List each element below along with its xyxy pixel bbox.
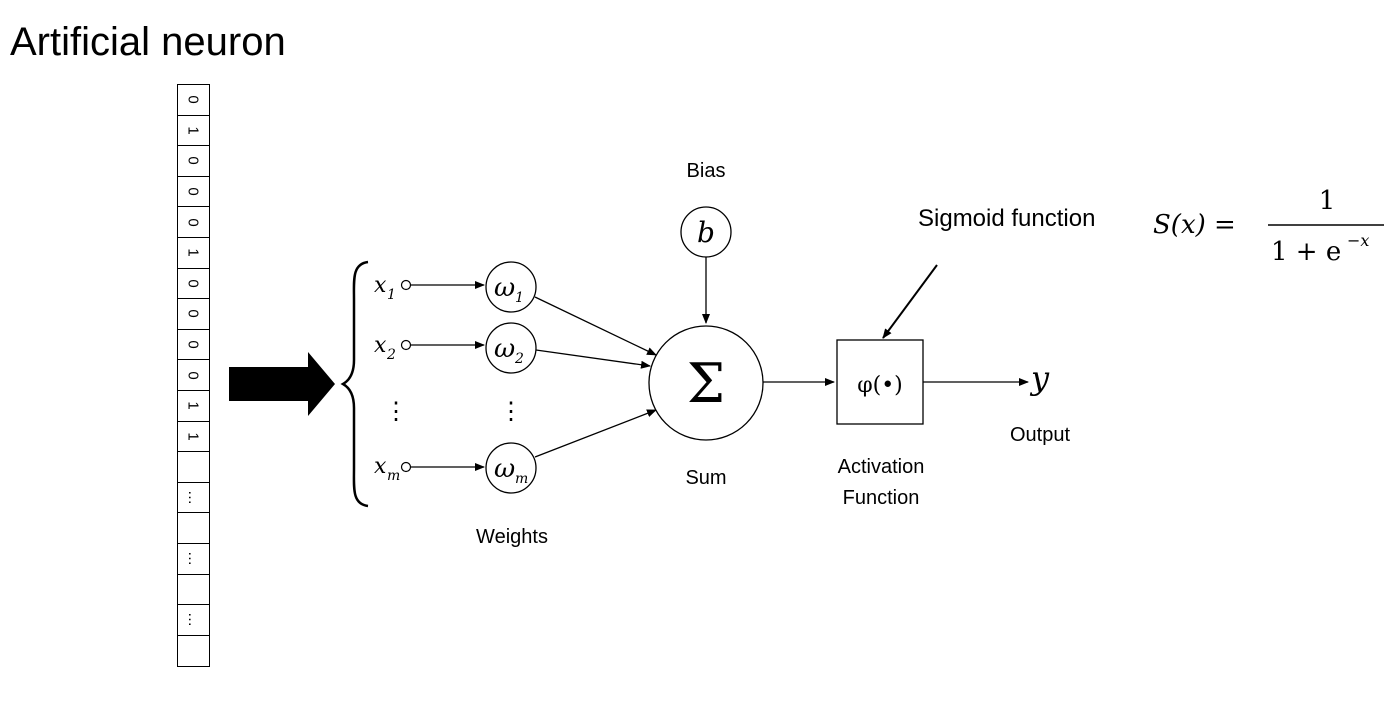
input-vector-cell: … xyxy=(178,483,209,514)
input-x2-sub: 2 xyxy=(386,347,396,363)
input-vector-cell: 0 xyxy=(178,207,209,238)
sigmoid-pointer-arrow xyxy=(882,264,938,339)
output-symbol: y xyxy=(1029,359,1050,397)
input-vector-cell: 0 xyxy=(178,299,209,330)
sigmoid-lhs: S(x) = xyxy=(1153,210,1236,240)
weight-dots: ⋮ xyxy=(499,397,523,425)
input-vector-cell: … xyxy=(178,544,209,575)
weight-node xyxy=(485,261,537,313)
slide-title: Artificial neuron xyxy=(10,20,286,64)
input-node xyxy=(400,339,412,351)
weight-w2: ω xyxy=(494,334,515,364)
activation-symbol: φ(•) xyxy=(857,373,903,398)
input-xm: x xyxy=(374,454,387,479)
input-x1-sub: 1 xyxy=(387,287,396,303)
input-vector-cell: 1 xyxy=(178,116,209,147)
activation-label-line1: Activation xyxy=(837,456,925,478)
input-vector-cell xyxy=(178,575,209,606)
input-vector-cell: 0 xyxy=(178,269,209,300)
weight-wm-sub: m xyxy=(515,471,528,487)
bias-label: Bias xyxy=(686,160,726,182)
input-vector: 0 1 0 0 0 1 0 0 0 0 1 1……… xyxy=(177,84,210,668)
sum-symbol: Σ xyxy=(687,352,725,415)
input-vector-cell: 1 xyxy=(178,391,209,422)
sigmoid-label: Sigmoid function xyxy=(918,205,1096,232)
input-vector-cell: 0 xyxy=(178,330,209,361)
sigmoid-exponent: −x xyxy=(1347,231,1369,250)
input-vector-cell xyxy=(178,513,209,544)
input-x1: x xyxy=(374,273,387,298)
weight-w2-sub: 2 xyxy=(514,351,524,367)
weight-sum-arrow xyxy=(535,349,651,369)
sum-label: Sum xyxy=(685,467,727,489)
input-vector-cell: 0 xyxy=(178,146,209,177)
input-vector-cell: 1 xyxy=(178,238,209,269)
weight-w1: ω xyxy=(494,273,515,303)
weight-node xyxy=(485,442,537,494)
input-node xyxy=(400,279,412,291)
input-node xyxy=(400,461,412,473)
weight-node xyxy=(485,322,537,374)
weight-sum-arrow xyxy=(534,296,657,356)
sigmoid-numerator: 1 xyxy=(1319,186,1336,216)
input-vector-cell: 0 xyxy=(178,85,209,116)
input-vector-cell: … xyxy=(178,605,209,636)
input-brace xyxy=(340,260,369,508)
weights-label: Weights xyxy=(476,526,548,548)
weight-w1-sub: 1 xyxy=(515,290,524,306)
input-xm-sub: m xyxy=(387,468,400,484)
sum-node xyxy=(648,325,764,441)
input-vector-cell xyxy=(178,452,209,483)
input-dots: ⋮ xyxy=(384,397,408,425)
bias-symbol: b xyxy=(697,216,715,249)
activation-box xyxy=(836,339,924,425)
input-vector-cell: 0 xyxy=(178,177,209,208)
input-vector-cell: 0 xyxy=(178,360,209,391)
input-x2: x xyxy=(374,333,387,358)
activation-label-line2: Function xyxy=(842,487,920,509)
output-label: Output xyxy=(1009,424,1071,446)
weight-sum-arrow xyxy=(534,409,657,458)
weight-wm: ω xyxy=(494,454,515,484)
big-arrow-icon xyxy=(229,352,335,416)
input-vector-cell: 1 xyxy=(178,422,209,453)
sigmoid-denominator: 1 + e xyxy=(1271,237,1341,267)
